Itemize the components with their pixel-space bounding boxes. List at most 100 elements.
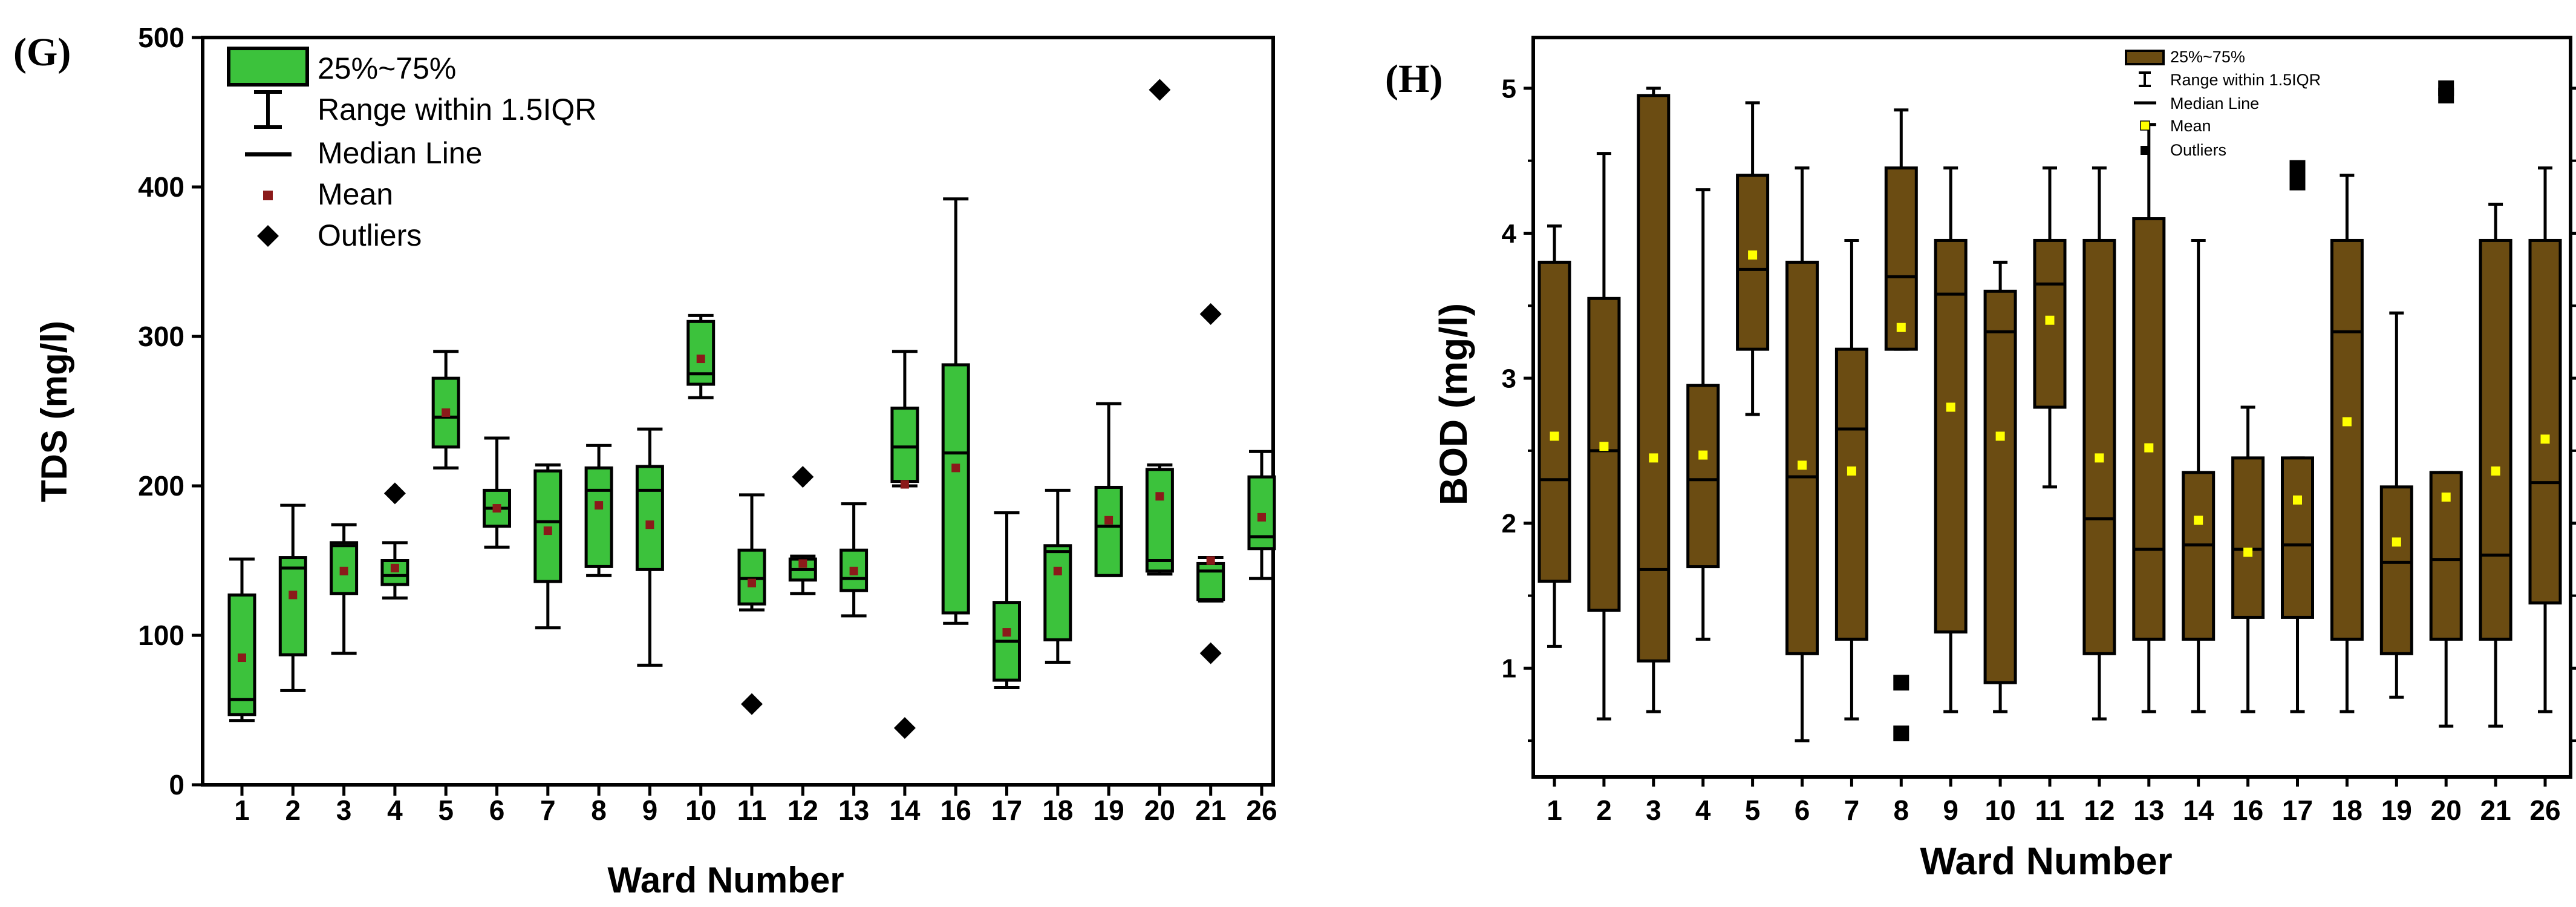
box-2 [1587,152,1621,721]
panel-h-letter: (H) [1385,57,1443,101]
box-14 [2182,238,2216,713]
mean-marker [2194,516,2203,525]
box-3 [1637,87,1671,713]
x-tick-label: 26 [1246,794,1277,826]
mean-marker [1053,566,1062,575]
mean-marker [1946,402,1955,412]
box-26 [2528,166,2562,713]
x-tick-label: 26 [2529,794,2560,826]
mean-marker [1257,512,1266,522]
mean-marker [595,501,604,510]
x-tick-label: 6 [489,794,505,826]
iqr-box [584,466,613,568]
mean-marker [1206,556,1215,565]
iqr-box [1637,94,1671,663]
mean-marker [543,526,552,535]
x-tick-label: 13 [2133,794,2164,826]
y-tick-label: 200 [138,470,184,502]
mean-marker [238,653,246,663]
legend-h-range-symbol [2139,71,2151,87]
panel-h-x-axis-label: Ward Number [1920,839,2172,883]
x-tick-label: 21 [2480,794,2511,826]
box-4 [1686,188,1720,641]
box-9 [635,427,664,667]
box-5 [1736,101,1770,416]
box-18 [2330,174,2364,713]
y-tick-label: 5 [1502,74,1516,103]
iqr-box [2281,456,2314,619]
x-tick-label: 3 [336,794,352,826]
iqr-box [1686,384,1720,569]
box-2 [278,503,307,692]
mean-marker [748,578,756,588]
mean-marker [289,591,298,600]
mean-marker [1104,516,1114,525]
iqr-box [1884,166,1918,351]
panel-g-y-axis-label: TDS (mg/l) [34,321,74,502]
x-tick-label: 20 [2431,794,2462,826]
box-5 [431,350,460,470]
box-12 [2082,166,2116,721]
x-tick-label: 17 [2282,794,2313,826]
x-tick-label: 5 [438,794,454,826]
box-14 [890,350,919,739]
x-tick-label: 1 [234,794,250,826]
x-tick-label: 2 [285,794,301,826]
box-19 [2379,311,2413,699]
mean-marker [2293,495,2302,505]
x-tick-label: 1 [1547,794,1562,826]
mean-marker [1002,628,1011,637]
mean-marker [1847,466,1856,476]
mean-marker [849,566,858,575]
iqr-box [533,469,562,583]
box-6 [1785,166,1819,742]
mean-marker [1698,450,1708,460]
box-6 [483,436,511,549]
box-16 [2231,405,2265,713]
mean-marker [339,566,348,575]
iqr-box [1043,544,1072,641]
box-21 [2479,203,2512,728]
x-tick-label: 4 [1695,794,1711,826]
panel-h-plot-frame [1531,36,2572,779]
x-tick-label: 12 [787,794,818,826]
outlier-marker [383,482,406,505]
iqr-box [1834,347,1868,641]
iqr-box [278,556,307,657]
iqr-box [1196,562,1225,601]
legend-h-box-label: 25%~75% [2170,48,2245,66]
legend-g-range-symbol [254,90,282,129]
iqr-box [1145,468,1174,573]
panel-g-legend: 25%~75% Range within 1.5IQR Median Line … [227,47,596,252]
outlier-marker [1893,675,1909,691]
iqr-box [2182,471,2216,641]
iqr-box [2082,238,2116,655]
x-tick-label: 7 [1844,794,1860,826]
mean-marker [900,480,909,489]
iqr-box [2429,471,2463,641]
mean-marker [1155,492,1164,501]
box-10 [1983,260,2017,713]
iqr-box [2231,456,2265,619]
outlier-marker [2289,160,2306,176]
outlier-marker [893,717,916,739]
mean-marker [1896,323,1906,332]
box-10 [686,313,716,399]
box-1 [227,557,256,722]
mean-marker [2045,315,2055,325]
x-tick-label: 4 [387,794,403,826]
x-tick-label: 6 [1795,794,1810,826]
box-17 [993,511,1021,689]
iqr-box [2132,217,2166,641]
legend-h-outlier-label: Outliers [2170,141,2226,159]
mean-marker [390,563,399,572]
outlier-marker [2289,174,2306,191]
y-tick-label: 1 [1502,654,1516,684]
mean-marker [696,355,705,364]
legend-g-outlier-symbol [257,225,279,247]
y-tick-label: 4 [1502,219,1517,249]
mean-marker [798,559,807,568]
y-tick-label: 300 [138,321,184,352]
box-7 [533,463,562,630]
